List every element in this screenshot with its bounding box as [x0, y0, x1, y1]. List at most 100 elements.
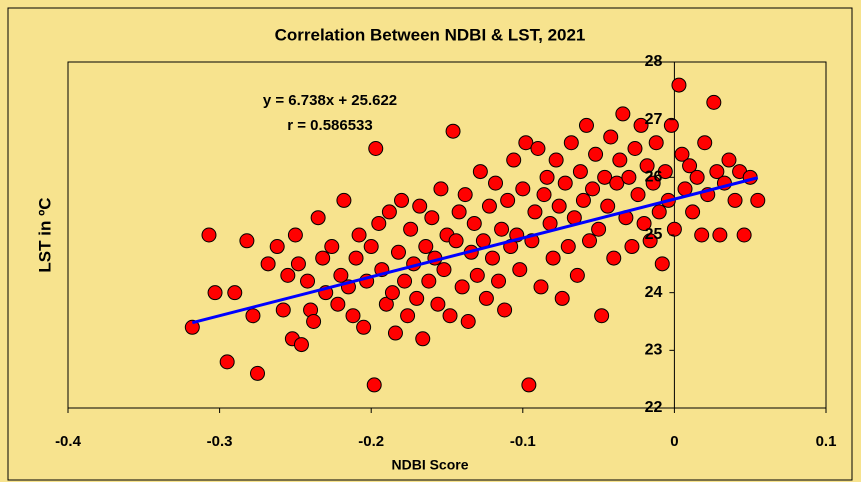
point: [448, 233, 464, 249]
point: [227, 285, 243, 301]
point: [563, 135, 579, 151]
y-tick-label: 22: [645, 399, 663, 416]
point: [469, 267, 485, 283]
point: [421, 273, 437, 289]
point: [397, 273, 413, 289]
annotation: y = 6.738x + 25.622: [263, 92, 397, 109]
point: [621, 169, 637, 185]
point: [654, 256, 670, 272]
point: [597, 169, 613, 185]
point: [324, 239, 340, 255]
y-tick-label: 27: [645, 111, 663, 128]
point: [454, 279, 470, 295]
point: [207, 285, 223, 301]
point: [330, 296, 346, 312]
point: [697, 135, 713, 151]
point: [201, 227, 217, 243]
point: [657, 164, 673, 180]
point: [371, 215, 387, 231]
point: [451, 204, 467, 220]
point: [400, 308, 416, 324]
point: [403, 221, 419, 237]
point: [239, 233, 255, 249]
y-axis-title: LST in ºC: [35, 197, 54, 272]
point: [572, 164, 588, 180]
point: [384, 285, 400, 301]
point: [557, 175, 573, 191]
point: [694, 227, 710, 243]
point: [245, 308, 261, 324]
point: [750, 192, 766, 208]
point: [712, 227, 728, 243]
point: [478, 290, 494, 306]
x-tick-label: -0.3: [207, 433, 233, 450]
point: [569, 267, 585, 283]
point: [290, 256, 306, 272]
point: [494, 221, 510, 237]
point: [415, 331, 431, 347]
point: [348, 250, 364, 266]
point: [545, 250, 561, 266]
point: [591, 221, 607, 237]
chart-border: [7, 7, 853, 481]
point: [518, 135, 534, 151]
point: [633, 117, 649, 133]
point: [418, 239, 434, 255]
y-tick-label: 26: [645, 169, 663, 186]
point: [336, 192, 352, 208]
point: [671, 77, 687, 93]
point: [310, 210, 326, 226]
point: [315, 250, 331, 266]
point: [488, 175, 504, 191]
point: [530, 141, 546, 156]
point: [293, 337, 309, 353]
point: [412, 198, 428, 214]
point: [378, 296, 394, 312]
point: [333, 267, 349, 283]
point: [381, 204, 397, 220]
point: [409, 290, 425, 306]
point: [306, 314, 322, 329]
point: [269, 239, 285, 255]
point: [390, 244, 406, 260]
point: [363, 239, 379, 255]
point: [491, 273, 507, 289]
y-tick-label: 24: [645, 284, 663, 301]
point: [457, 187, 473, 203]
point: [300, 273, 316, 289]
point: [706, 94, 722, 110]
point: [442, 308, 458, 324]
point: [497, 302, 513, 318]
point: [430, 296, 446, 312]
plot-frame: [67, 61, 827, 409]
point: [736, 227, 752, 243]
point: [366, 377, 382, 393]
point: [636, 215, 652, 231]
point: [424, 210, 440, 226]
point: [630, 187, 646, 203]
point: [506, 152, 522, 168]
x-axis-title: NDBI Score: [391, 457, 468, 473]
point: [351, 227, 367, 243]
point: [575, 192, 591, 208]
x-tick-label: 0.1: [816, 433, 837, 450]
point: [287, 227, 303, 243]
point: [603, 129, 619, 145]
point: [727, 192, 743, 208]
point: [609, 175, 625, 191]
point: [666, 221, 682, 237]
point: [184, 319, 200, 335]
point: [368, 141, 384, 156]
point: [280, 267, 296, 283]
point: [606, 250, 622, 266]
point: [527, 204, 543, 220]
point: [500, 192, 516, 208]
point: [560, 239, 576, 255]
point: [466, 215, 482, 231]
point: [594, 308, 610, 324]
point: [651, 204, 667, 220]
point: [639, 158, 655, 174]
point: [648, 135, 664, 151]
point: [645, 175, 661, 191]
x-tick-label: 0: [670, 433, 678, 450]
